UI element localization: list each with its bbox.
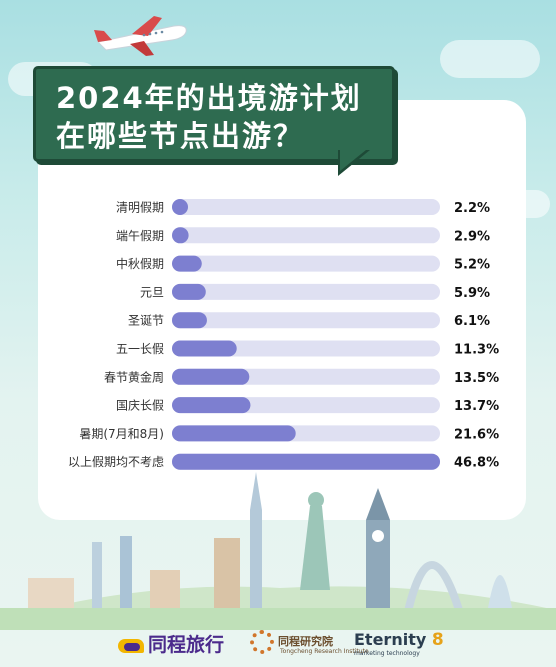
title-bubble-tail-inner bbox=[340, 150, 366, 171]
value-label: 11.3% bbox=[454, 343, 499, 358]
institute-logo: 同程研究院 Tongcheng Research Institute bbox=[250, 630, 369, 655]
bar-track bbox=[172, 340, 440, 357]
value-label: 6.1% bbox=[454, 314, 490, 329]
bar-track bbox=[172, 199, 440, 215]
footer-logos: 同程旅行 同程研究院 Tongcheng Research Institute … bbox=[0, 614, 556, 667]
tongcheng-logo-text: 同程旅行 bbox=[148, 634, 225, 656]
tongcheng-logo: 同程旅行 bbox=[118, 630, 224, 657]
bar-track bbox=[172, 227, 440, 244]
bar-track bbox=[172, 255, 440, 272]
background-cloud bbox=[440, 40, 540, 78]
airplane-icon bbox=[94, 16, 187, 56]
value-label: 46.8% bbox=[454, 456, 499, 471]
bar bbox=[172, 283, 206, 300]
bar-track bbox=[172, 283, 440, 300]
category-label: 五一长假 bbox=[116, 342, 164, 356]
bar bbox=[172, 340, 237, 357]
page-title-line1: 2024年的出境游计划 bbox=[56, 81, 362, 115]
city-skyline-illustration bbox=[0, 472, 556, 630]
category-label: 中秋假期 bbox=[116, 256, 164, 271]
value-label: 5.2% bbox=[454, 258, 490, 273]
category-label: 暑期(7月和8月) bbox=[79, 427, 164, 441]
bar bbox=[172, 453, 440, 470]
page-title-line2: 在哪些节点出游？ bbox=[56, 119, 305, 153]
category-label: 元旦 bbox=[140, 285, 164, 299]
bar-track bbox=[172, 312, 440, 329]
chart-panel bbox=[38, 100, 526, 520]
bar bbox=[172, 227, 189, 244]
value-label: 13.7% bbox=[454, 399, 499, 414]
bar bbox=[172, 199, 188, 215]
category-label: 清明假期 bbox=[116, 201, 164, 215]
bar bbox=[172, 312, 207, 329]
institute-flower-icon bbox=[250, 630, 274, 654]
category-label: 圣诞节 bbox=[128, 314, 164, 328]
bar bbox=[172, 368, 250, 385]
institute-logo-text: 同程研究院 bbox=[278, 635, 333, 648]
eternity-logo-icon: 8 bbox=[431, 630, 444, 650]
value-label: 13.5% bbox=[454, 371, 499, 386]
bar bbox=[172, 425, 296, 442]
eternity-logo-subtext: marketing technology bbox=[354, 650, 420, 657]
bar bbox=[172, 255, 202, 272]
value-label: 5.9% bbox=[454, 286, 490, 301]
category-label: 以上假期均不考虑 bbox=[68, 455, 164, 469]
category-label: 国庆长假 bbox=[116, 399, 164, 413]
title-banner: 2024年的出境游计划 在哪些节点出游？ bbox=[33, 66, 395, 162]
eternity-logo: Eternity 8 marketing technology bbox=[354, 630, 444, 657]
institute-logo-subtext: Tongcheng Research Institute bbox=[280, 648, 369, 655]
tongcheng-logo-icon bbox=[118, 638, 144, 653]
bar bbox=[172, 397, 251, 414]
value-label: 21.6% bbox=[454, 427, 499, 442]
value-label: 2.2% bbox=[454, 201, 490, 216]
value-label: 2.9% bbox=[454, 229, 490, 244]
category-label: 春节黄金周 bbox=[104, 369, 164, 384]
category-label: 端午假期 bbox=[116, 229, 164, 243]
eternity-logo-text: Eternity bbox=[354, 630, 427, 649]
